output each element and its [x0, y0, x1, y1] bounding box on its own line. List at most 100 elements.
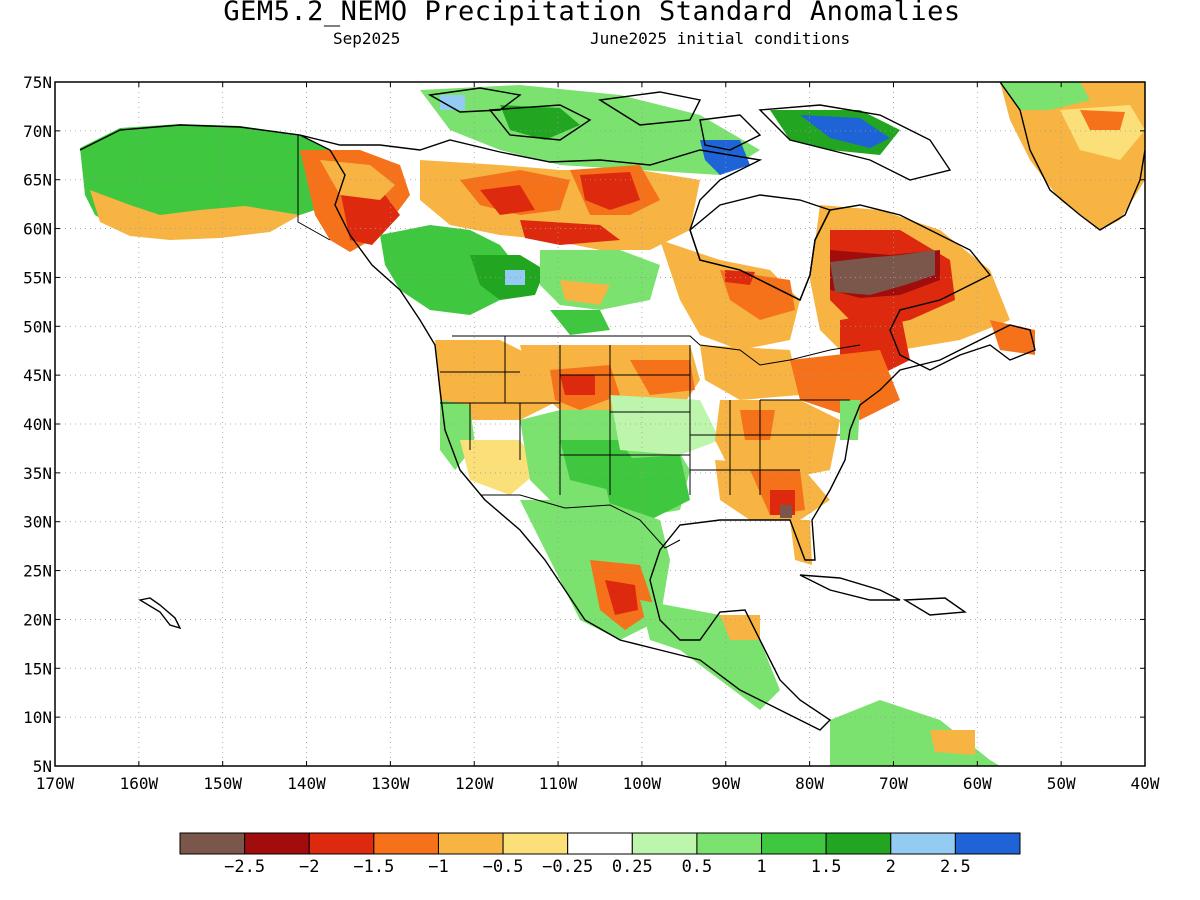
color-bar-swatch	[308, 832, 375, 855]
region-mid-atlantic	[840, 400, 860, 440]
lat-label: 55N	[23, 268, 52, 287]
region-slave-red	[480, 185, 535, 215]
lat-label: 30N	[23, 513, 52, 532]
color-bar-swatch	[890, 832, 956, 855]
lat-label: 45N	[23, 366, 52, 385]
coastlines	[79, 82, 1145, 731]
region-greenland-north	[1000, 82, 1090, 110]
region-georgia-brown	[780, 505, 792, 518]
lon-label: 120W	[455, 774, 494, 793]
color-bar-label: 2	[886, 857, 896, 877]
color-bar-swatch	[825, 832, 892, 855]
lon-label: 90W	[711, 774, 740, 793]
region-sask-south	[550, 310, 610, 335]
color-bar-label: 0.25	[612, 857, 653, 877]
region-greenland-yellow	[1060, 105, 1145, 160]
coastline-baffin-island	[758, 104, 952, 181]
lon-label: 50W	[1047, 774, 1076, 793]
region-indiana	[740, 410, 775, 440]
lat-label: 75N	[23, 73, 52, 92]
region-central-mexico-red	[605, 580, 638, 615]
color-bar-labels: −2.5 −2 −1.5 −1 −0.5 −0.25 0.25 0.5 1 1.5 2 2.5	[224, 857, 971, 877]
color-bar-swatch	[179, 832, 246, 855]
lat-label: 35N	[23, 464, 52, 483]
latitude-labels: 75N 70N 65N 60N 55N 50N 45N 40N 35N 30N 25N 20N 15N 1…	[23, 73, 1145, 776]
color-bar-swatch	[761, 832, 827, 855]
political-borders	[297, 135, 861, 549]
map-gridlines	[55, 82, 1145, 766]
color-bar-swatch	[502, 832, 569, 855]
lat-label: 10N	[23, 708, 52, 727]
lon-label: 150W	[203, 774, 242, 793]
region-central-america	[640, 600, 780, 710]
coastline-arctic-islands	[427, 87, 762, 151]
region-athabasca-red	[520, 220, 620, 245]
region-foxe-basin	[700, 140, 750, 175]
lon-label: 40W	[1131, 774, 1160, 793]
lon-label: 170W	[36, 774, 75, 793]
lon-label: 130W	[371, 774, 410, 793]
color-bar-label: 1.5	[811, 857, 842, 877]
coastline-hispaniola	[902, 597, 967, 616]
coastline-hawaii	[138, 597, 182, 630]
region-baffin-blue	[800, 115, 890, 148]
initial-conditions-label: June2025 initial conditions	[590, 29, 851, 48]
color-bar-label: 2.5	[940, 857, 971, 877]
lat-label: 50N	[23, 317, 52, 336]
color-bar	[179, 832, 1021, 855]
lat-label: 25N	[23, 562, 52, 581]
lon-label: 70W	[879, 774, 908, 793]
region-bc-north	[340, 190, 400, 245]
coastline-greenland	[999, 82, 1145, 231]
region-wyoming-red	[560, 375, 595, 395]
longitude-labels: 170W 160W 150W 140W 130W 120W 110W 100W 90W 80W 70…	[36, 82, 1160, 793]
region-great-lakes	[700, 345, 800, 400]
coastline-hudson-bay	[689, 194, 831, 301]
color-bar-label: −2	[299, 857, 319, 877]
region-central-plains	[610, 395, 720, 455]
anomaly-field	[80, 82, 1145, 766]
border-us-states	[440, 336, 850, 495]
coastline-cuba	[799, 574, 901, 601]
region-alberta	[380, 225, 520, 315]
color-bar-swatch	[954, 832, 1021, 855]
region-venezuela	[930, 730, 975, 755]
lat-label: 65N	[23, 171, 52, 190]
lat-label: 15N	[23, 659, 52, 678]
color-bar-label: −0.5	[483, 857, 524, 877]
region-arctic-light-blue	[440, 95, 465, 110]
lat-label: 5N	[33, 757, 52, 776]
lat-label: 70N	[23, 122, 52, 141]
map-title: GEM5.2_NEMO Precipitation Standard Anoma…	[223, 0, 961, 27]
color-bar-swatch	[696, 832, 763, 855]
border-alaska-canada	[297, 135, 331, 241]
color-bar-label: −1	[428, 857, 448, 877]
region-sask-dry	[560, 280, 610, 305]
lon-label: 60W	[963, 774, 992, 793]
region-quebec-brown	[830, 250, 935, 295]
region-florida	[790, 520, 812, 565]
border-us-mexico	[480, 494, 681, 549]
color-bar-swatch	[373, 832, 439, 855]
lon-label: 140W	[287, 774, 326, 793]
color-bar-label: 0.5	[682, 857, 713, 877]
region-alaska	[80, 124, 345, 238]
color-bar-swatch	[631, 832, 698, 855]
region-northeast	[790, 350, 900, 420]
lat-label: 20N	[23, 610, 52, 629]
color-bar-swatch	[437, 832, 504, 855]
region-south-alaska	[90, 190, 300, 240]
color-bar-label: −2.5	[224, 857, 265, 877]
region-dakotas	[630, 360, 695, 395]
lon-label: 110W	[539, 774, 578, 793]
region-yukon-east	[320, 160, 395, 200]
color-bar-label: −1.5	[353, 857, 394, 877]
color-bar-swatch	[244, 832, 310, 855]
region-greenland-orange	[1080, 110, 1125, 130]
region-texas	[600, 455, 690, 520]
color-bar-label: 1	[756, 857, 766, 877]
lon-label: 160W	[120, 774, 159, 793]
lon-label: 80W	[795, 774, 824, 793]
region-dubawnt-red	[580, 172, 640, 210]
